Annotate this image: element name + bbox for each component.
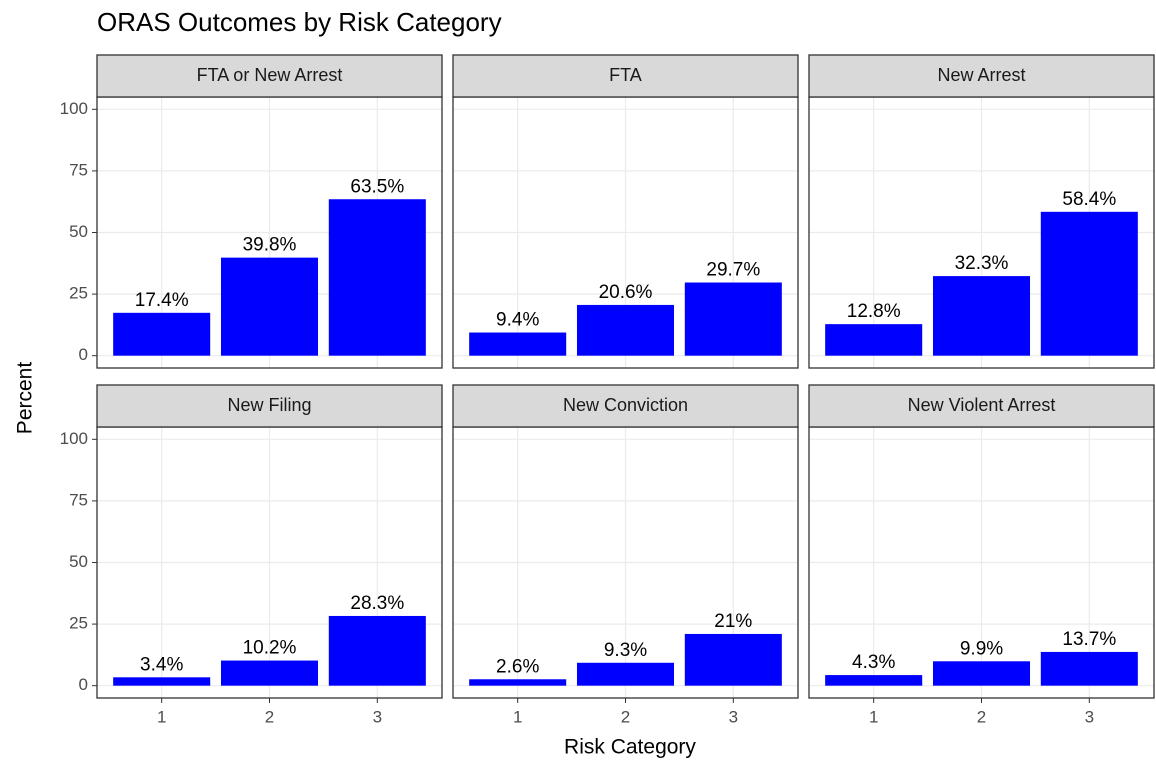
strip-label: FTA xyxy=(609,65,642,85)
x-tick-label: 2 xyxy=(977,707,986,726)
x-tick-label: 1 xyxy=(513,707,522,726)
value-label: 28.3% xyxy=(350,593,404,614)
y-tick-label: 75 xyxy=(69,490,88,509)
value-label: 13.7% xyxy=(1062,629,1116,650)
strip xyxy=(96,384,443,428)
value-label: 17.4% xyxy=(135,290,189,311)
bar xyxy=(825,324,923,356)
x-tick-label: 1 xyxy=(157,707,166,726)
strip-label: New Filing xyxy=(227,395,311,415)
x-tick-label: 3 xyxy=(1085,707,1094,726)
strip xyxy=(452,384,799,428)
value-label: 12.8% xyxy=(847,301,901,322)
bar xyxy=(113,677,211,686)
x-tick-label: 1 xyxy=(869,707,878,726)
y-tick-label: 25 xyxy=(69,614,88,633)
strip-label: FTA or New Arrest xyxy=(197,65,343,85)
y-tick-label: 50 xyxy=(69,222,88,241)
value-label: 10.2% xyxy=(243,638,297,659)
x-axis-title: Risk Category xyxy=(564,736,696,759)
bar xyxy=(328,199,426,356)
bar xyxy=(932,661,1031,686)
bar xyxy=(328,615,426,686)
strip xyxy=(452,54,799,98)
y-tick-label: 50 xyxy=(69,552,88,571)
bar xyxy=(576,304,675,356)
bar xyxy=(469,332,567,356)
value-label: 63.5% xyxy=(350,176,404,197)
y-axis-title: Percent xyxy=(14,362,37,435)
strip xyxy=(808,54,1155,98)
strip xyxy=(808,384,1155,428)
bar xyxy=(1040,211,1138,356)
y-tick-label: 25 xyxy=(69,284,88,303)
value-label: 9.3% xyxy=(604,640,647,661)
value-label: 2.6% xyxy=(496,656,539,677)
x-tick-label: 2 xyxy=(265,707,274,726)
value-label: 4.3% xyxy=(852,652,895,673)
bar xyxy=(825,675,923,686)
bar xyxy=(113,312,211,356)
y-tick-label: 100 xyxy=(60,429,88,448)
value-label: 39.8% xyxy=(243,235,297,256)
x-tick-label: 2 xyxy=(621,707,630,726)
bar xyxy=(684,633,782,686)
chart-title: ORAS Outcomes by Risk Category xyxy=(97,7,502,37)
bar xyxy=(469,679,567,686)
strip-label: New Conviction xyxy=(563,395,688,415)
y-tick-label: 0 xyxy=(79,345,88,364)
x-tick-label: 3 xyxy=(373,707,382,726)
value-label: 32.3% xyxy=(955,253,1009,274)
value-label: 58.4% xyxy=(1062,189,1116,210)
strip-label: New Arrest xyxy=(937,65,1025,85)
strip xyxy=(96,54,443,98)
strip-label: New Violent Arrest xyxy=(908,395,1056,415)
bar xyxy=(932,276,1031,356)
value-label: 9.4% xyxy=(496,310,539,331)
y-tick-label: 0 xyxy=(79,675,88,694)
bar xyxy=(220,660,319,686)
bar xyxy=(576,662,675,686)
value-label: 29.7% xyxy=(706,260,760,281)
y-tick-label: 100 xyxy=(60,99,88,118)
value-label: 21% xyxy=(714,611,752,632)
value-label: 9.9% xyxy=(960,638,1003,659)
value-label: 3.4% xyxy=(140,654,183,675)
y-tick-label: 75 xyxy=(69,160,88,179)
bar xyxy=(220,257,319,356)
bar xyxy=(684,282,782,356)
x-tick-label: 3 xyxy=(729,707,738,726)
value-label: 20.6% xyxy=(599,282,653,303)
bar xyxy=(1040,651,1138,686)
